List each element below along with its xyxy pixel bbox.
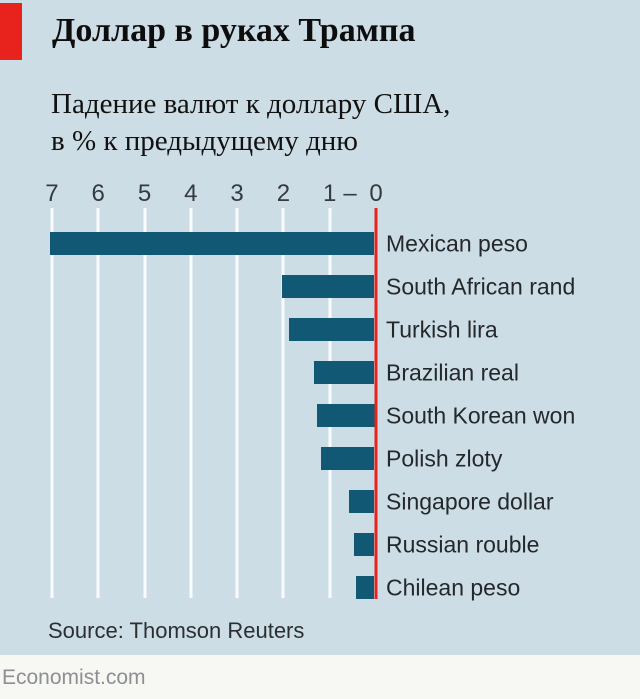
axis-tick-label: 5: [137, 180, 152, 207]
chart-background: Доллар в руках Трампа Падение валют к до…: [0, 0, 640, 655]
bar-label: South African rand: [386, 273, 576, 299]
gridline: [50, 208, 54, 598]
bar-label: Mexican peso: [386, 230, 528, 256]
axis-tick-label: 0: [369, 180, 383, 207]
footer-brand-link[interactable]: Economist.com: [2, 666, 146, 689]
bar-label: Russian rouble: [386, 531, 540, 557]
axis-tick-label: 2: [276, 180, 291, 207]
bar: [50, 232, 375, 255]
bar-label: South Korean won: [386, 402, 576, 428]
chart-subtitle-line1: Падение валют к доллару США,: [51, 88, 451, 120]
footer: Economist.com: [0, 655, 640, 699]
gridline: [189, 208, 193, 598]
bar: [281, 275, 375, 298]
chart-title: Доллар в руках Трампа: [52, 12, 416, 49]
bar-label: Brazilian real: [386, 359, 519, 385]
gridline: [143, 208, 146, 598]
gridline: [235, 208, 239, 598]
axis-tick-label: 4: [184, 180, 198, 207]
axis-tick-label: 7: [45, 180, 59, 207]
bar: [349, 490, 375, 513]
bar: [314, 361, 375, 384]
gridline: [281, 208, 285, 598]
bar: [316, 404, 375, 427]
axis-tick-label: 6: [91, 180, 105, 207]
source-note: Source: Thomson Reuters: [48, 618, 305, 643]
chart-subtitle-line2: в % к предыдущему дню: [51, 125, 358, 157]
axis-dash: –: [343, 180, 357, 207]
bar-chart-plot: 7 6 5 4 3 2 1 0– Mexican peso South African rand T…: [45, 180, 576, 600]
gridline: [96, 208, 100, 598]
bar: [355, 576, 375, 599]
chart-subtitle: Падение валют к доллару США, в % к преды…: [51, 86, 450, 160]
bar-label: Chilean peso: [386, 574, 521, 600]
axis-tick-label: 1: [323, 180, 337, 207]
bar: [353, 533, 375, 556]
zero-axis-line: [374, 208, 378, 599]
axis-tick-label: 3: [230, 180, 244, 207]
bar-label: Singapore dollar: [386, 488, 554, 514]
brand-red-block-icon: [0, 3, 22, 60]
bar-label: Polish zloty: [386, 445, 503, 471]
bar: [321, 447, 375, 470]
gridline: [328, 208, 332, 598]
bar: [288, 318, 375, 341]
bar-label: Turkish lira: [386, 316, 498, 342]
